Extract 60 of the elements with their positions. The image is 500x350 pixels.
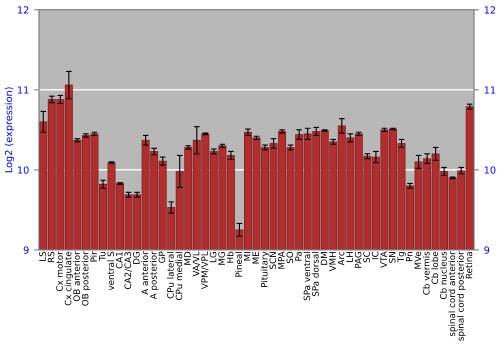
x-tick-label: Arc — [338, 252, 344, 266]
x-tick-label: SPa dorsal — [312, 252, 319, 296]
x-tick-label: MD — [184, 252, 191, 265]
x-tick-label: SO — [286, 252, 294, 264]
x-tick-label: CA2/CA3 — [124, 252, 132, 290]
x-tick-label: Pituitary — [260, 252, 270, 287]
y-axis-title: Log2 (expression) — [4, 87, 14, 172]
x-tick-label: OB posterior — [82, 251, 90, 306]
x-tick-label: LG — [210, 252, 216, 262]
x-tick-label: OB anterior — [73, 251, 80, 302]
x-tick-label: LS — [39, 252, 46, 261]
y2-tick-label: 10 — [484, 166, 496, 174]
x-tick-label: VPM/VPL — [201, 251, 209, 290]
x-tick-label: ME — [252, 252, 259, 264]
x-tick-label: Pir — [90, 251, 97, 262]
y2-tick-label: 12 — [484, 6, 496, 14]
x-tick-label: A posterior — [150, 251, 158, 300]
x-tick-label: CPu lateral — [166, 252, 174, 298]
x-tick-label: SPa ventral — [303, 252, 310, 300]
x-tick-label: Cb nucleus — [440, 252, 447, 300]
y2-tick-label: 9 — [484, 246, 490, 254]
x-tick-label: CA1 — [116, 252, 123, 268]
x-tick-label: ventral S — [107, 252, 114, 290]
x-tick-label: DG — [133, 252, 140, 264]
x-tick-label: RS — [48, 252, 54, 262]
x-tick-label: GP — [158, 252, 166, 263]
y-tick-label: 11 — [18, 86, 28, 94]
x-tick-label: MG — [218, 252, 225, 265]
x-tick-label: Tu — [99, 252, 106, 261]
x-tick-label: SCN — [269, 252, 276, 269]
x-tick-label: Hb — [226, 252, 234, 263]
x-tick-label: Cx cingulate — [64, 252, 74, 306]
y2-tick-label: 11 — [484, 86, 496, 94]
x-tick-label: PAG — [354, 252, 362, 268]
x-tick-label: MVe — [414, 252, 422, 269]
x-tick-label: SC — [363, 252, 370, 262]
x-tick-label: spinal cord posterior — [456, 251, 466, 341]
x-tick-label: Pn — [406, 252, 412, 262]
x-tick-label: A anterior — [141, 251, 148, 295]
x-tick-label: VA/VL — [192, 251, 200, 276]
x-tick-label: LH — [346, 252, 353, 262]
x-tick-label: MPA — [278, 251, 285, 269]
x-tick-label: Tg — [398, 252, 406, 262]
x-tick-label: spinal cord anterior — [448, 251, 457, 336]
x-tick-label: Cx motor — [56, 251, 63, 292]
x-tick-label: VMH — [329, 252, 336, 272]
x-tick-label: Pineal — [235, 252, 242, 277]
x-tick-label: CPu medial — [176, 252, 182, 300]
x-tick-label: MI — [244, 252, 250, 261]
y-tick-label: 12 — [18, 6, 28, 14]
x-tick-label: Cb lobe — [431, 252, 438, 284]
x-tick-label: Retina — [466, 252, 472, 278]
x-tick-label: IC — [372, 252, 378, 260]
y-tick-label: 10 — [18, 166, 29, 174]
x-tick-label: DM — [320, 252, 328, 265]
x-tick-label: SN — [388, 252, 396, 263]
x-tick-label: Pa — [295, 252, 302, 261]
y-tick-label: 9 — [24, 246, 29, 254]
x-tick-label: VTA — [380, 251, 387, 268]
x-tick-label: Cb vermis — [422, 252, 430, 295]
